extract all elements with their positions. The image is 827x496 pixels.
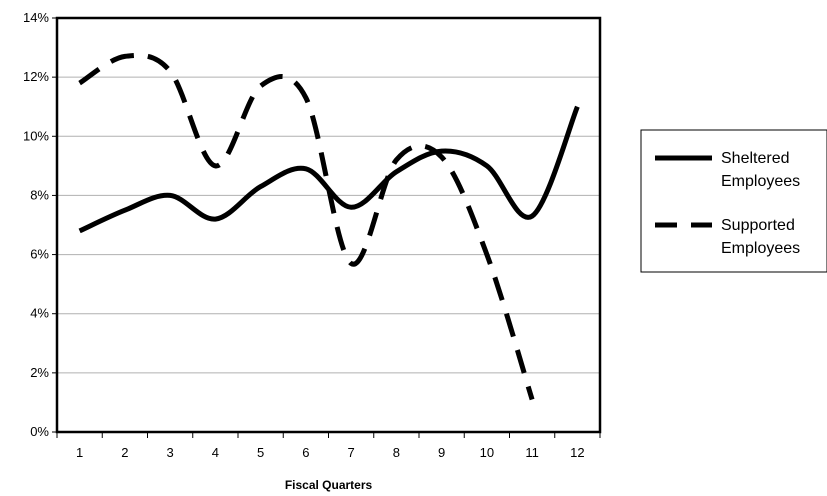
y-tick-label: 4% [30,306,49,321]
x-tick-label: 7 [348,445,355,460]
x-tick-label: 1 [76,445,83,460]
gridlines [57,76,600,374]
x-tick-label: 3 [167,445,174,460]
y-tick-label: 10% [23,128,49,143]
x-tick-label: 6 [302,445,309,460]
x-tick-label: 4 [212,445,219,460]
legend: Sheltered Employees Supported Employees [640,129,827,273]
y-tick-label: 8% [30,187,49,202]
x-tick-label: 5 [257,445,264,460]
legend-label-supported-employees: Employees [721,240,800,257]
x-tick-label: 8 [393,445,400,460]
x-tick-label: 2 [121,445,128,460]
legend-label-sheltered-employees: Sheltered [721,150,790,167]
plot-area-frame [55,16,602,434]
x-tick-label: 11 [525,445,539,460]
x-tick-label: 9 [438,445,445,460]
x-tick-label: 10 [480,445,494,460]
legend-box [640,129,827,273]
y-tick-label: 2% [30,365,49,380]
legend-label-supported-employees: Supported [721,217,795,234]
x-axis-title: Fiscal Quarters [285,478,373,492]
y-tick-label: 0% [30,424,49,439]
x-tick-label: 12 [570,445,584,460]
y-tick-label: 14% [23,10,49,25]
series-line-supported-employees [78,52,535,401]
x-axis: 1 2 3 4 5 6 7 8 9 10 11 12 [56,432,601,460]
y-tick-label: 12% [23,69,49,84]
series-lines [78,52,580,401]
legend-label-sheltered-employees: Employees [721,173,800,190]
y-tick-label: 6% [30,247,49,262]
y-axis: 0% 2% 4% 6% 8% 10% 12% 14% [23,10,57,439]
series-line-sheltered-employees [78,105,580,234]
